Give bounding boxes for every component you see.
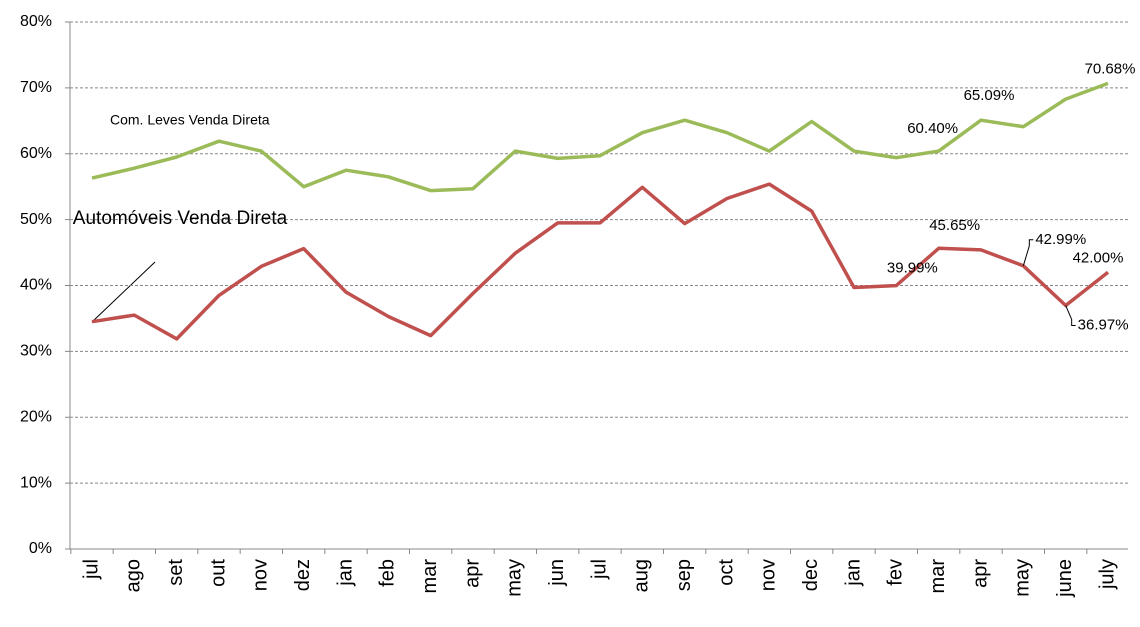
y-tick-label: 60%	[20, 145, 52, 162]
x-tick-label: nov	[758, 559, 780, 591]
x-tick-label: jun	[546, 559, 568, 587]
x-tick-label: apr	[969, 559, 991, 588]
x-tick-label: dec	[800, 559, 822, 591]
y-tick-label: 70%	[20, 79, 52, 96]
series-line	[91, 182, 1110, 341]
value-label: 36.97%	[1078, 316, 1129, 333]
x-tick-label: fev	[885, 559, 907, 586]
x-tick-label: set	[165, 559, 187, 586]
label-leader	[1065, 305, 1076, 326]
x-tick-label: jan	[334, 559, 356, 587]
y-tick-label: 10%	[20, 474, 52, 491]
value-label: 65.09%	[964, 87, 1015, 104]
series-label: Com. Leves Venda Direta	[110, 112, 270, 128]
value-label: 70.68%	[1085, 60, 1136, 77]
value-label: 42.99%	[1035, 231, 1086, 248]
x-tick-label: jan	[842, 559, 864, 587]
x-tick-label: jul	[588, 559, 610, 580]
leader-line	[91, 261, 156, 323]
value-label: 45.65%	[929, 217, 980, 234]
x-tick-label: sep	[673, 559, 695, 591]
y-tick-label: 0%	[29, 540, 52, 557]
x-tick-label: dez	[292, 559, 314, 591]
x-tick-label: mar	[419, 559, 441, 594]
x-tick-label: nov	[250, 559, 272, 591]
value-label: 60.40%	[907, 120, 958, 137]
x-tick-label: ago	[123, 559, 145, 592]
x-tick-label: aug	[631, 559, 653, 592]
x-tick-label: feb	[377, 559, 399, 587]
y-tick-label: 80%	[20, 13, 52, 30]
x-tick-label: mar	[927, 559, 949, 594]
series-label: Automóveis Venda Direta	[72, 208, 288, 229]
value-label: 42.00%	[1073, 249, 1124, 266]
y-tick-label: 30%	[20, 343, 52, 360]
x-tick-label: oct	[715, 559, 737, 586]
x-tick-label: apr	[461, 559, 483, 588]
y-tick-label: 50%	[20, 211, 52, 228]
y-tick-label: 20%	[20, 408, 52, 425]
x-tick-label: june	[1054, 559, 1076, 598]
x-tick-label: july	[1096, 559, 1118, 590]
x-tick-label: out	[207, 559, 229, 587]
series-line	[91, 81, 1109, 193]
value-label: 39.99%	[887, 260, 938, 277]
label-leader	[1022, 239, 1034, 266]
x-tick-label: may	[1012, 559, 1034, 597]
x-tick-label: may	[504, 559, 526, 597]
y-tick-label: 40%	[20, 277, 52, 294]
x-tick-label: jul	[80, 559, 102, 580]
